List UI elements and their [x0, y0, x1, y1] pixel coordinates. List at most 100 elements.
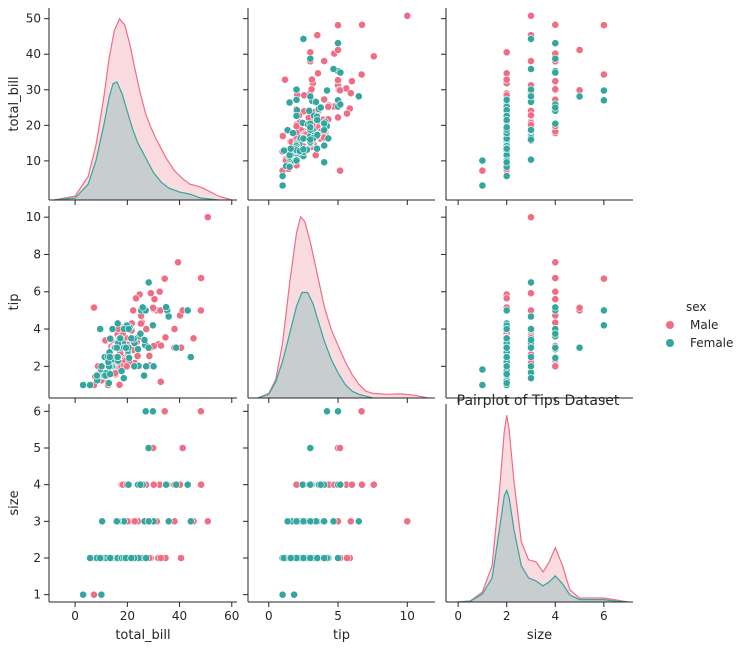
scatter-point-female	[502, 325, 511, 333]
scatter-point-female	[162, 303, 170, 312]
scatter-point-female	[551, 119, 560, 128]
scatter-point-female	[292, 95, 301, 104]
scatter-point-female	[283, 517, 292, 526]
scatter-point-female	[148, 407, 157, 416]
scatter-point-female	[527, 362, 535, 371]
scatter-point-female	[298, 480, 307, 489]
scatter-point-male	[334, 46, 342, 54]
y-tick-label: 40	[26, 47, 41, 61]
scatter-point-female	[138, 303, 147, 312]
scatter-point-male	[203, 517, 212, 526]
scatter-point-female	[124, 480, 133, 489]
legend-marker-male	[666, 321, 674, 329]
scatter-point-female	[79, 381, 87, 389]
scatter-point-female	[527, 135, 535, 144]
scatter-point-female	[323, 86, 331, 95]
scatter-point-female	[113, 319, 122, 328]
scatter-point-male	[197, 274, 205, 282]
scatter-point-female	[140, 336, 149, 344]
scatter-point-male	[156, 377, 165, 386]
scatter-point-female	[106, 554, 115, 562]
scatter-point-male	[129, 306, 138, 315]
scatter-point-female	[285, 151, 294, 160]
scatter-point-male	[292, 122, 301, 131]
chart-title: Pairplot of Tips Dataset	[457, 393, 620, 409]
legend-label-male: Male	[690, 318, 718, 332]
scatter-point-male	[161, 333, 170, 342]
scatter-point-male	[307, 85, 316, 94]
scatter-point-female	[113, 353, 122, 361]
x-axis-label-tip: tip	[333, 628, 350, 643]
scatter-point-male	[551, 274, 560, 282]
scatter-point-female	[320, 141, 329, 150]
scatter-point-female	[278, 181, 287, 190]
scatter-point-female	[183, 306, 192, 315]
scatter-point-female	[316, 480, 325, 489]
scatter-point-male	[189, 334, 198, 343]
scatter-point-female	[527, 92, 535, 101]
scatter-point-male	[575, 46, 584, 54]
scatter-point-male	[178, 444, 187, 452]
scatter-point-female	[502, 362, 511, 371]
scatter-point-female	[336, 480, 345, 489]
scatter-point-female	[527, 374, 535, 383]
scatter-point-male	[502, 75, 511, 84]
scatter-point-female	[299, 134, 308, 143]
scatter-point-female	[527, 353, 535, 361]
scatter-point-female	[306, 480, 315, 489]
scatter-point-female	[551, 329, 560, 338]
scatter-point-male	[142, 325, 151, 333]
scatter-point-female	[286, 144, 295, 153]
scatter-point-male	[136, 319, 145, 328]
scatter-point-female	[278, 590, 287, 599]
scatter-point-female	[320, 517, 329, 526]
kde-line-male	[257, 215, 429, 399]
scatter-point-female	[124, 325, 133, 333]
scatter-point-female	[551, 54, 560, 63]
y-tick-label: 8	[33, 247, 41, 261]
scatter-point-female	[306, 123, 315, 132]
scatter-point-male	[336, 86, 344, 95]
scatter-point-male	[334, 76, 342, 85]
y-tick-label: 6	[33, 404, 41, 418]
x-tick-label: 0	[71, 609, 79, 623]
kde-fill-female	[257, 292, 373, 398]
scatter-point-female	[292, 156, 301, 165]
scatter-point-male	[278, 132, 287, 140]
scatter-point-female	[125, 353, 134, 362]
scatter-point-female	[478, 365, 487, 374]
scatter-point-female	[134, 345, 142, 354]
kde-line-male	[54, 17, 232, 201]
panel-size-vs-size: 0 2 4 6	[445, 404, 633, 623]
scatter-point-female	[86, 381, 94, 389]
scatter-point-male	[177, 554, 185, 562]
scatter-point-female	[527, 65, 535, 73]
scatter-point-female	[286, 554, 295, 562]
scatter-point-female	[148, 321, 157, 330]
scatter-point-male	[403, 11, 412, 20]
scatter-point-male	[551, 287, 560, 296]
scatter-point-female	[149, 362, 158, 371]
scatter-point-male	[478, 166, 487, 175]
kde-line-female	[458, 488, 629, 603]
scatter-point-female	[323, 407, 331, 416]
scatter-point-female	[527, 325, 535, 333]
scatter-point-female	[136, 480, 145, 489]
scatter-point-male	[551, 258, 560, 267]
scatter-point-female	[478, 181, 487, 190]
scatter-point-male	[358, 20, 366, 29]
y-axis-label-total_bill: total_bill	[7, 76, 22, 131]
y-axis-label-tip: tip	[7, 294, 22, 311]
scatter-point-female	[93, 371, 101, 380]
scatter-point-female	[312, 98, 320, 106]
scatter-point-male	[311, 151, 320, 160]
scatter-point-male	[324, 102, 333, 111]
scatter-point-female	[98, 517, 106, 526]
scatter-point-female	[502, 95, 511, 104]
scatter-point-male	[133, 352, 142, 360]
y-tick-label: 30	[26, 83, 41, 97]
scatter-point-female	[502, 144, 511, 153]
y-axis-label-size: size	[7, 490, 22, 515]
scatter-point-female	[575, 92, 584, 101]
